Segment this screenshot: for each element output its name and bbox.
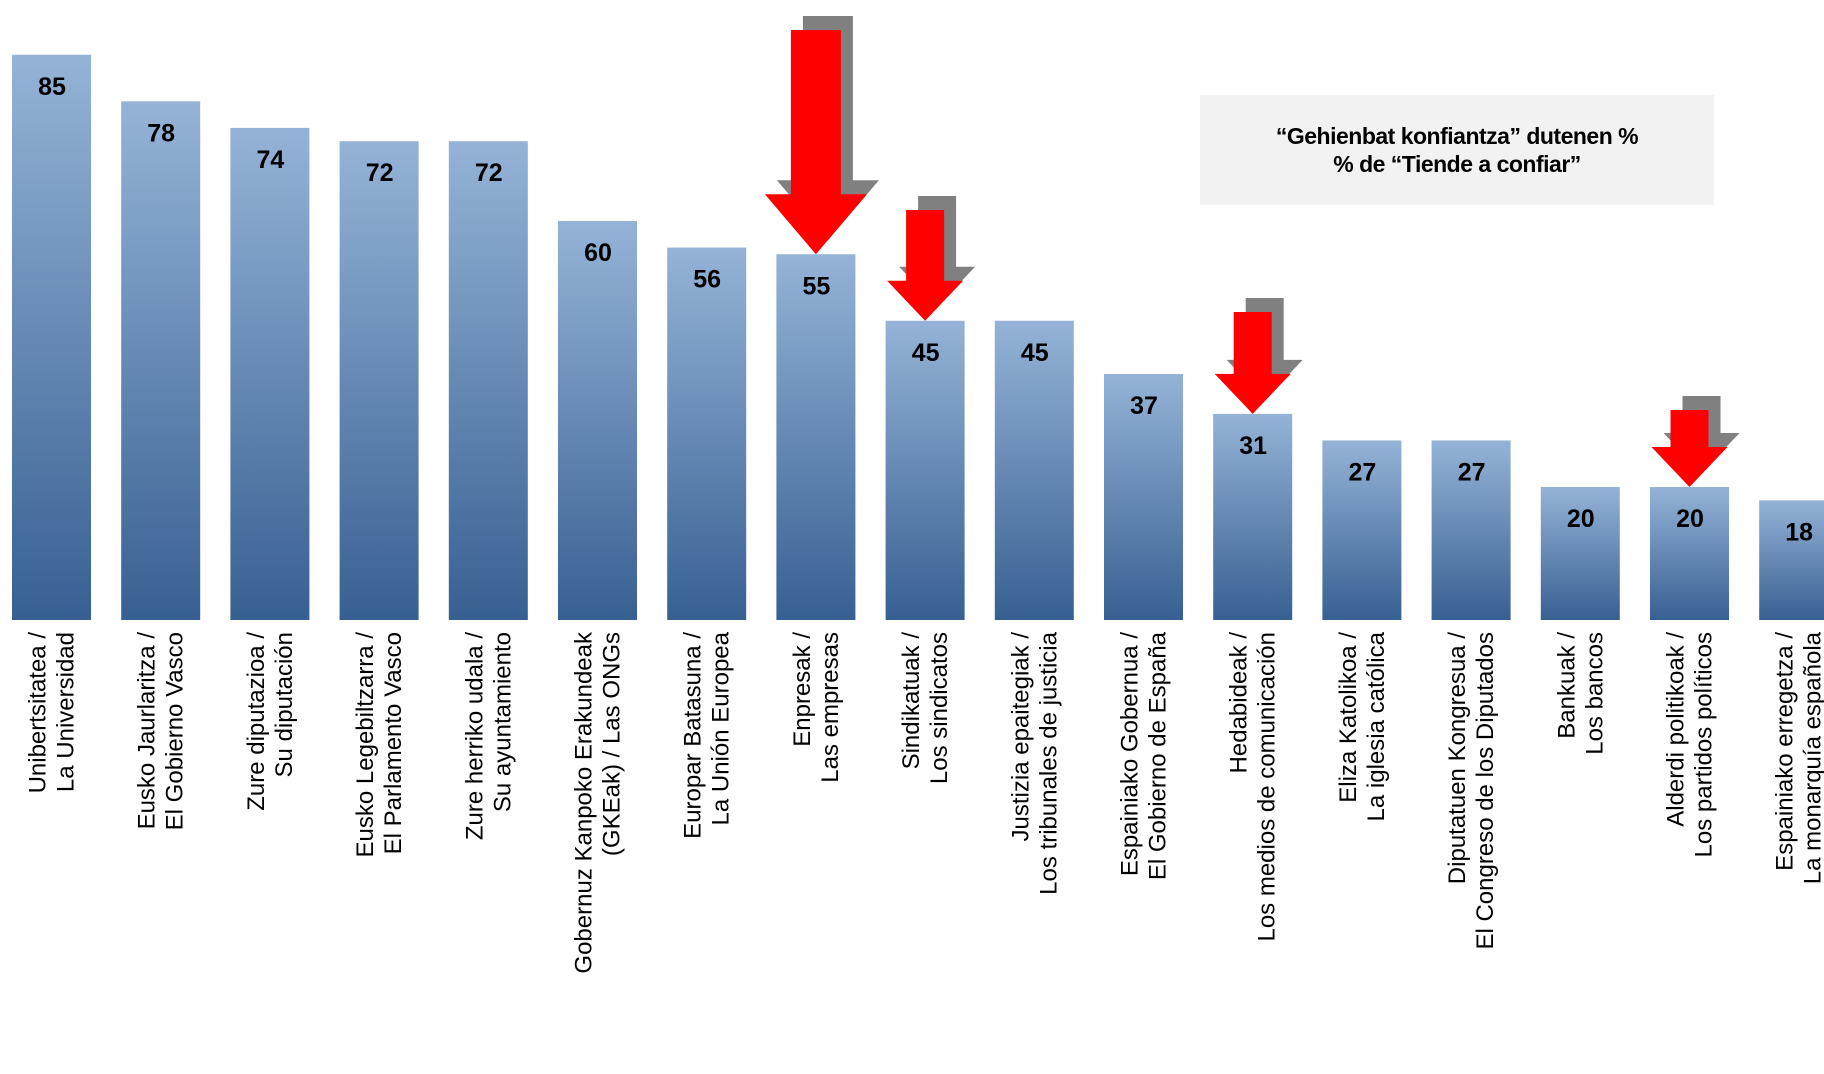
bar-2 — [230, 127, 310, 621]
value-label-16: 18 — [1785, 518, 1813, 546]
legend-line-basque: “Gehienbat konfiantza” dutenen % — [1275, 123, 1639, 149]
value-label-14: 20 — [1567, 505, 1595, 533]
bar-4 — [448, 141, 528, 620]
category-label-12-line-1: La iglesia católica — [1363, 631, 1390, 821]
value-label-3: 72 — [366, 159, 394, 187]
category-label-4-line-0: Zure herriko udala / — [461, 632, 488, 840]
bar-14 — [1540, 487, 1620, 620]
bar-6 — [667, 247, 747, 620]
arrows-group — [764, 16, 1740, 487]
bar-1 — [121, 101, 201, 621]
category-label-14-line-0: Bankuak / — [1553, 632, 1580, 739]
category-label-11-line-0: Hedabideak / — [1226, 632, 1253, 774]
bar-10 — [1104, 373, 1183, 620]
category-label-5-line-0: Gobernuz Kanpoko Erakundeak — [571, 631, 598, 974]
bar-9 — [994, 320, 1074, 620]
category-label-16-line-1: La monarquía española — [1800, 631, 1824, 884]
value-label-11: 31 — [1239, 432, 1267, 460]
down-arrow-3 — [1651, 410, 1728, 487]
value-label-13: 27 — [1458, 458, 1486, 486]
category-label-14-line-1: Los bancos — [1581, 632, 1608, 755]
bar-11 — [1213, 413, 1293, 620]
bar-16 — [1759, 500, 1824, 620]
value-labels-group: 85 78 74 72 72 60 56 55 45 45 37 31 27 27 20 20 18 — [38, 73, 1813, 547]
down-arrow-2 — [1214, 312, 1291, 414]
category-label-2-line-1: Su diputación — [271, 632, 298, 777]
down-arrow-1 — [887, 210, 964, 321]
category-label-9: Justizia epaitegiak / Los tribunales de j… — [1007, 631, 1062, 894]
category-label-0-line-0: Unibertsitatea / — [25, 632, 52, 794]
value-label-7: 55 — [802, 272, 830, 300]
category-label-9-line-1: Los tribunales de justicia — [1035, 631, 1062, 894]
category-labels-group: Unibertsitatea / La Universidad Eusko Jaur… — [25, 631, 1824, 974]
bar-0 — [12, 54, 91, 620]
category-label-2-line-0: Zure diputazioa / — [243, 632, 270, 811]
bar-8 — [885, 320, 965, 620]
bar-12 — [1322, 440, 1402, 620]
bar-7 — [776, 254, 856, 620]
value-label-6: 56 — [693, 266, 721, 294]
down-arrow-0 — [764, 30, 867, 255]
category-label-5: Gobernuz Kanpoko Erakundeak (GKEak) / Las… — [571, 631, 626, 974]
bar-13 — [1431, 440, 1511, 620]
category-label-2: Zure diputazioa / Su diputación — [243, 632, 298, 811]
value-label-8: 45 — [912, 339, 940, 367]
category-label-11: Hedabideak / Los medios de comunicación — [1226, 632, 1281, 942]
category-label-6: Europar Batasuna / La Unión Europea — [680, 631, 735, 838]
category-label-3-line-0: Eusko Legebiltzarra / — [352, 632, 379, 858]
value-label-5: 60 — [584, 239, 612, 267]
category-label-13: Diputatuen Kongresua / El Congreso de los… — [1444, 632, 1499, 950]
category-label-16-line-0: Espainiako erregetza / — [1772, 632, 1799, 871]
value-label-1: 78 — [147, 119, 175, 147]
category-label-1: Eusko Jaurlaritza / El Gobierno Vasco — [134, 632, 189, 831]
category-label-12-line-0: Eliza Katolikoa / — [1335, 632, 1362, 803]
category-label-10-line-1: El Gobierno de España — [1145, 631, 1172, 880]
category-label-7-line-1: Las empresas — [817, 632, 844, 783]
legend-line-spanish: % de “Tiende a confiar” — [1333, 151, 1581, 177]
category-label-6-line-0: Europar Batasuna / — [680, 632, 707, 839]
bars-group — [12, 54, 1824, 621]
value-label-0: 85 — [38, 73, 66, 101]
category-label-4-line-1: Su ayuntamiento — [489, 632, 516, 812]
category-label-10: Espainiako Gobernua / El Gobierno de Espa… — [1117, 631, 1172, 880]
bar-3 — [339, 141, 419, 620]
value-label-9: 45 — [1021, 339, 1049, 367]
category-label-16: Espainiako erregetza / La monarquía españ… — [1772, 631, 1824, 884]
bar-5 — [558, 221, 637, 620]
value-label-15: 20 — [1676, 505, 1704, 533]
category-label-13-line-0: Diputatuen Kongresua / — [1444, 632, 1471, 885]
category-label-14: Bankuak / Los bancos — [1553, 632, 1608, 755]
category-label-1-line-0: Eusko Jaurlaritza / — [134, 632, 161, 830]
category-label-10-line-0: Espainiako Gobernua / — [1117, 632, 1144, 876]
category-label-3: Eusko Legebiltzarra / El Parlamento Vasco — [352, 632, 407, 858]
category-label-15-line-0: Alderdi politikoak / — [1663, 632, 1690, 827]
category-label-3-line-1: El Parlamento Vasco — [380, 632, 407, 854]
category-label-13-line-1: El Congreso de los Diputados — [1472, 632, 1499, 950]
category-label-8-line-0: Sindikatuak / — [898, 632, 925, 770]
category-label-15: Alderdi politikoak / Los partidos polític… — [1663, 632, 1718, 858]
category-label-12: Eliza Katolikoa / La iglesia católica — [1335, 631, 1390, 821]
category-label-0-line-1: La Universidad — [53, 632, 80, 792]
value-label-4: 72 — [475, 159, 503, 187]
category-label-7: Enpresak / Las empresas — [789, 632, 844, 783]
legend-box: “Gehienbat konfiantza” dutenen % % de “T… — [1200, 95, 1714, 205]
category-label-8: Sindikatuak / Los sindicatos — [898, 632, 953, 784]
category-label-6-line-1: La Unión Europea — [708, 631, 735, 825]
category-label-4: Zure herriko udala / Su ayuntamiento — [461, 632, 516, 840]
category-label-5-line-1: (GKEak) / Las ONGs — [599, 632, 626, 856]
category-label-9-line-0: Justizia epaitegiak / — [1007, 632, 1034, 842]
category-label-0: Unibertsitatea / La Universidad — [25, 632, 80, 794]
value-label-10: 37 — [1130, 392, 1158, 420]
value-label-12: 27 — [1348, 458, 1376, 486]
value-label-2: 74 — [256, 146, 284, 174]
category-label-7-line-0: Enpresak / — [789, 632, 816, 747]
category-label-1-line-1: El Gobierno Vasco — [162, 632, 189, 830]
bar-15 — [1650, 487, 1729, 620]
category-label-11-line-1: Los medios de comunicación — [1254, 632, 1281, 942]
category-label-15-line-1: Los partidos políticos — [1691, 632, 1718, 857]
category-label-8-line-1: Los sindicatos — [926, 632, 953, 784]
